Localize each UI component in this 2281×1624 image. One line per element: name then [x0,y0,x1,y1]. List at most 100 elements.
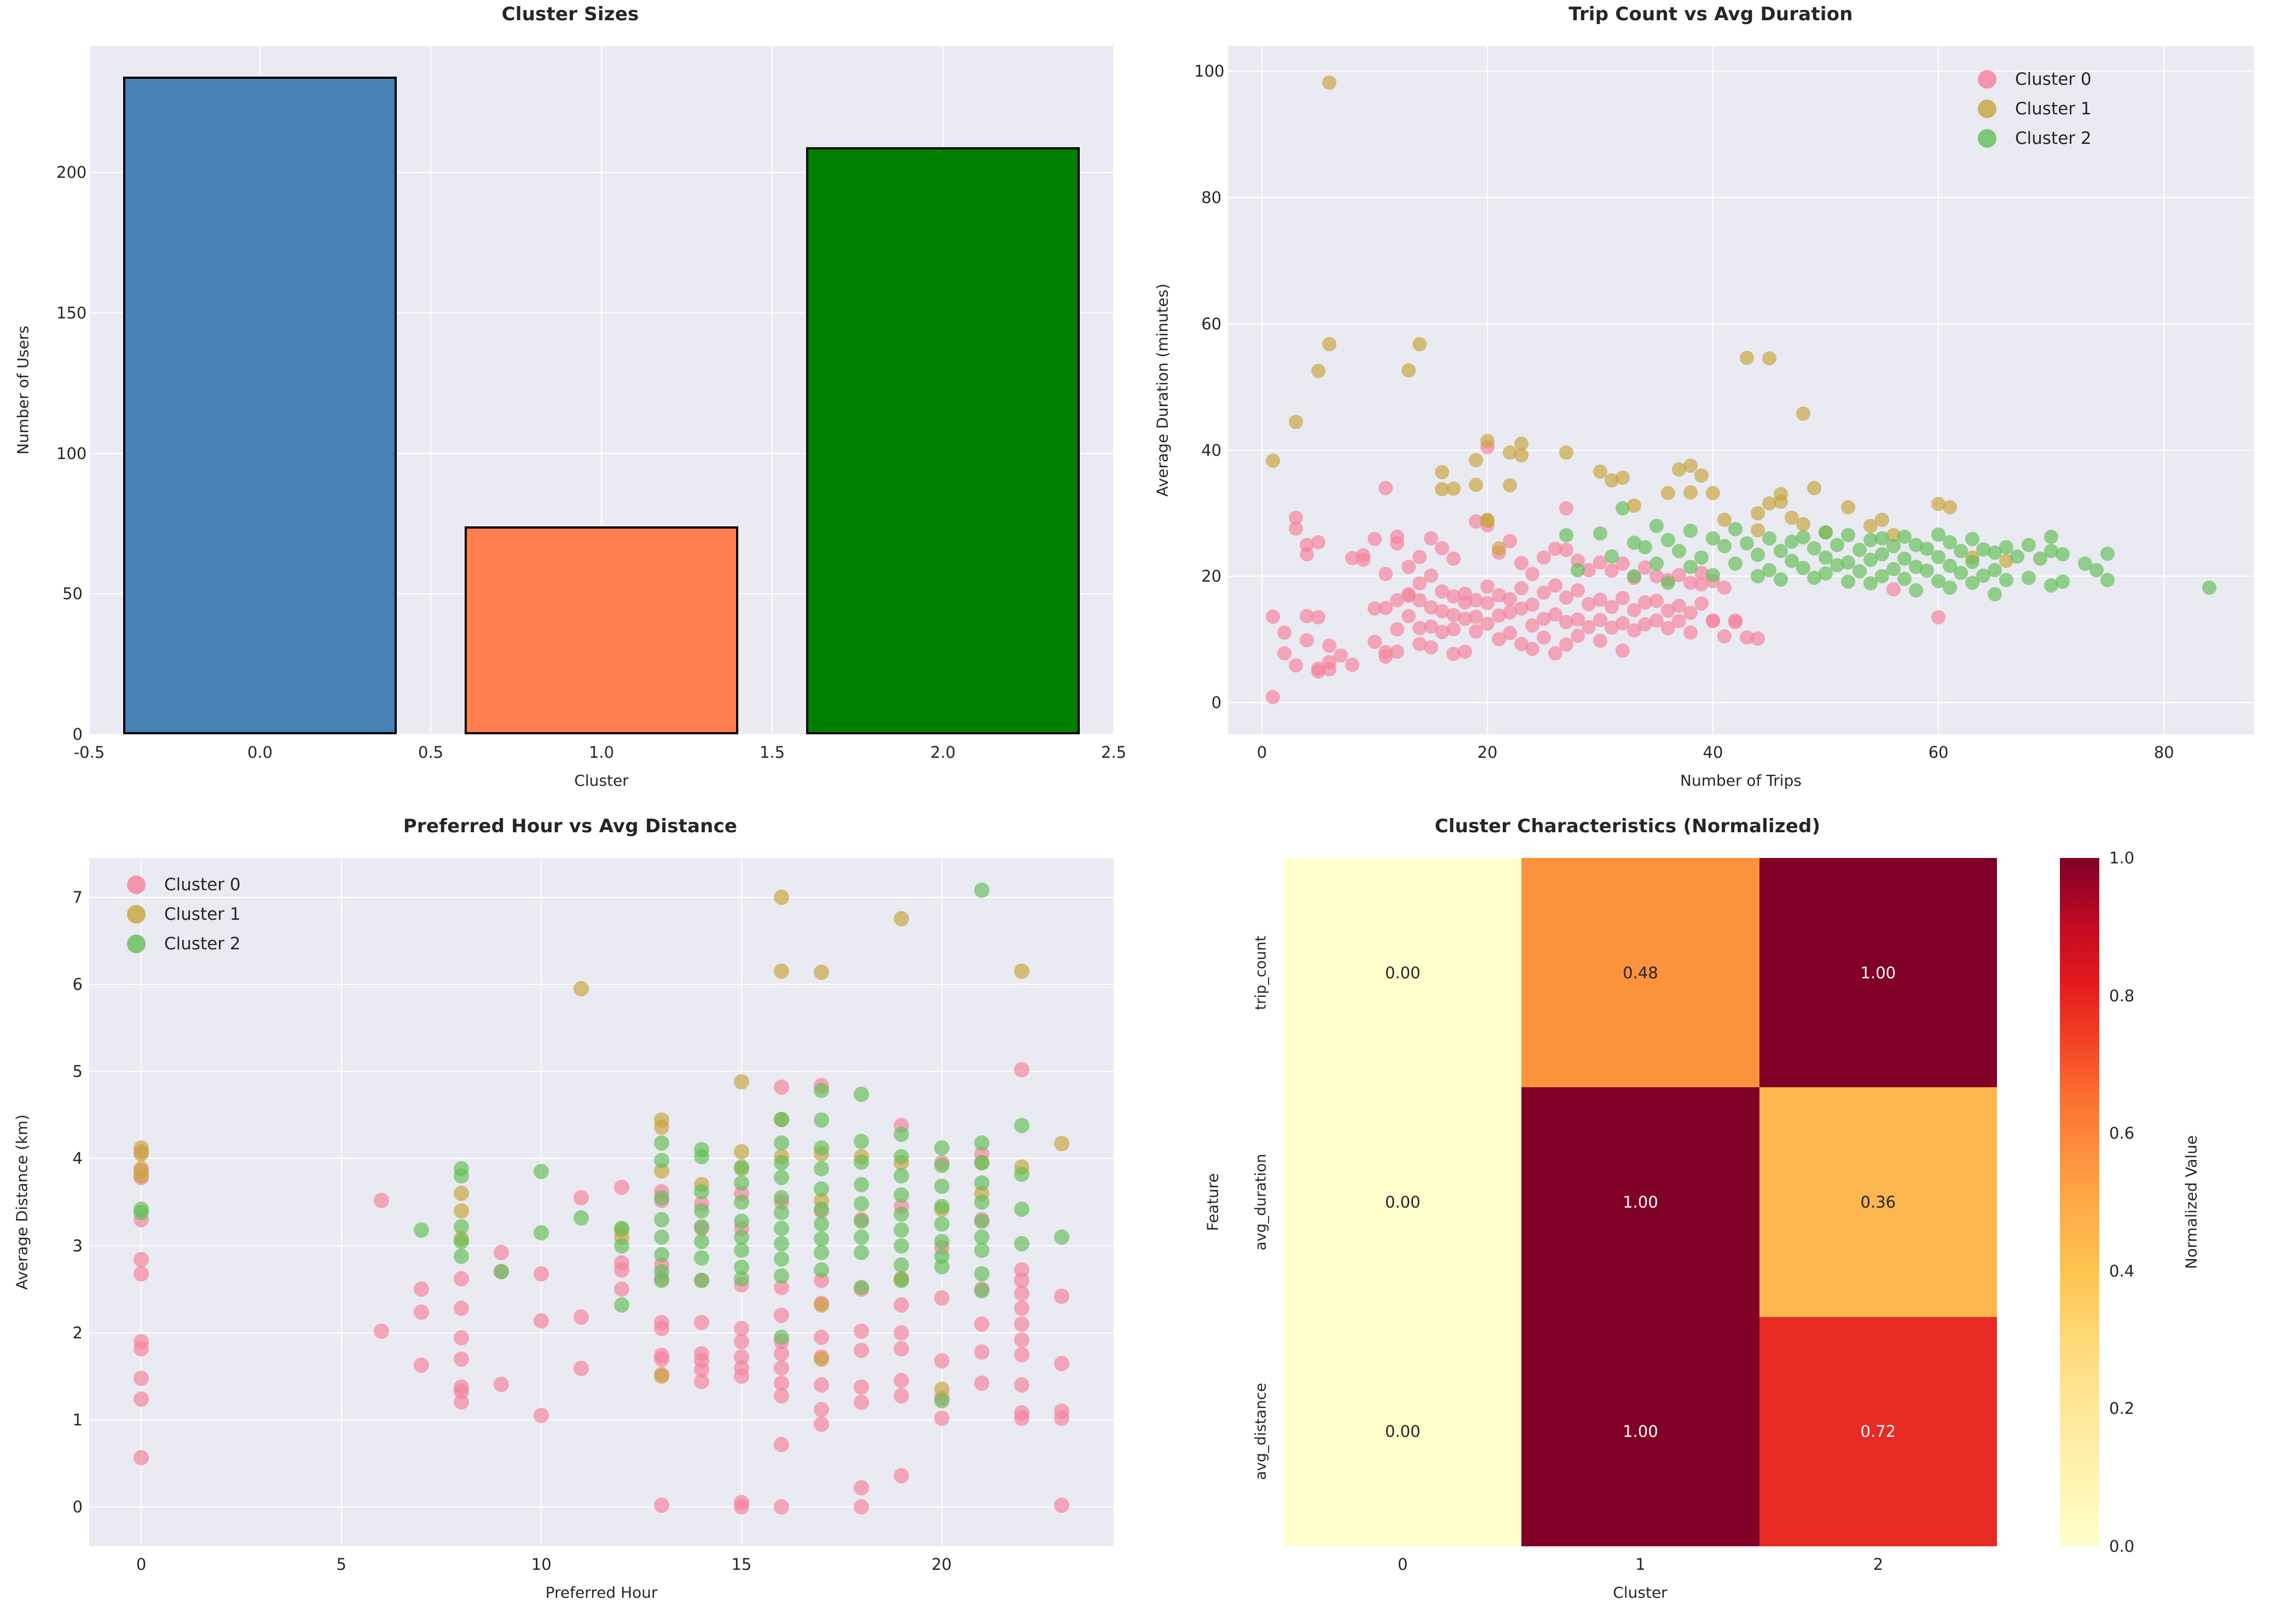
scatter-point [1672,544,1687,559]
scatter-point [1852,564,1867,579]
scatter-point [134,1391,149,1407]
scatter-point [1942,535,1957,550]
heatmap-cell-trip_count-0: 0.00 [1284,858,1522,1088]
scatter-point [454,1233,470,1249]
gridline-horizontal [1228,196,2254,198]
scatter-point [974,882,989,898]
scatter-point [1942,558,1957,573]
scatter-point [774,1190,790,1206]
legend-swatch-cluster-1 [1978,100,1996,118]
scatter-point [1014,1062,1029,1077]
panel-heatmap: Cluster Characteristics (Normalized) 0.0… [1140,812,2281,1624]
scatter-point [1931,549,1946,564]
scatter-point [1988,562,2002,577]
scatter-point [1638,540,1653,555]
heatmap-cell-avg_distance-0: 0.00 [1284,1316,1522,1546]
scatter-point [2100,573,2115,588]
scatter-point [1773,495,1788,509]
scatter-point [1660,576,1675,590]
gridline-horizontal [89,1245,1114,1246]
scatter-point [974,1194,989,1210]
heatmap-cell-avg_distance-2: 0.72 [1759,1316,1997,1546]
scatter-point [974,1316,989,1332]
gridline-horizontal [89,983,1114,985]
scatter-point [1311,535,1325,550]
scatter-point [1762,562,1776,577]
scatter-point [1751,631,1765,646]
scatter-point [1300,547,1315,562]
scatter-point [934,1393,950,1409]
y-tick-label: 2 [72,1323,83,1342]
scatter-point [653,1135,669,1151]
y-tick-label: 4 [72,1149,83,1168]
scatter-point [373,1323,389,1339]
x-axis-label-trip-vs-duration: Number of Trips [1680,772,1802,790]
scatter-point [774,1111,790,1127]
scatter-point [2010,549,2025,564]
scatter-point [1717,581,1732,595]
scatter-point [413,1357,429,1373]
scatter-point [653,1190,669,1206]
y-tick-label: 0 [1211,693,1221,712]
scatter-point [1728,556,1743,571]
scatter-point [1559,528,1574,543]
gridline-horizontal [89,172,1114,173]
scatter-point [1908,583,1923,598]
scatter-point [1999,573,2013,588]
heatmap-row-label-avg_duration: avg_duration [1252,1153,1270,1251]
legend-label-cluster-2: Cluster 2 [2015,129,2092,148]
scatter-point [134,1266,149,1281]
scatter-point [1931,610,1946,625]
gridline-vertical [772,46,773,734]
scatter-point [1830,537,1844,552]
scatter-point [454,1186,470,1202]
x-tick-label: 20 [1477,743,1498,762]
bar-cluster-0 [123,77,397,734]
scatter-point [1965,554,1979,569]
scatter-point [494,1264,510,1280]
scatter-point [653,1320,669,1336]
scatter-point [1379,649,1393,664]
scatter-point [1334,648,1348,663]
x-axis-label-heatmap: Cluster [1613,1584,1668,1602]
scatter-point [1536,630,1551,645]
scatter-point [1841,500,1856,514]
scatter-point [1796,530,1810,544]
scatter-point [774,964,790,979]
scatter-point [974,1376,989,1391]
scatter-point [1053,1410,1069,1426]
heatmap-row-label-avg_distance: avg_distance [1252,1383,1270,1481]
heatmap-cell-avg_duration-0: 0.00 [1284,1087,1522,1317]
scatter-point [653,1498,669,1513]
scatter-point [1514,581,1529,596]
scatter-point [1014,1377,1029,1393]
scatter-point [1014,1347,1029,1362]
scatter-point [1390,622,1405,637]
heatmap-row-label-trip_count: trip_count [1252,935,1270,1010]
scatter-point [1762,351,1776,366]
scatter-point [134,1146,149,1162]
scatter-point [1649,519,1664,533]
legend-item-2: Cluster 2 [1978,124,2092,153]
scatter-point [1435,465,1450,480]
scatter-point [1954,565,1969,580]
gridline-horizontal [1228,702,2254,704]
scatter-point [974,1242,989,1258]
scatter-point [894,1207,910,1222]
gridline-horizontal [89,1419,1114,1421]
scatter-point [1379,480,1393,495]
scatter-point [1480,512,1495,527]
scatter-point [894,1325,910,1341]
colorbar-tick-3: 0.6 [2109,1124,2135,1143]
y-tick-label: 40 [1201,440,1221,460]
scatter-point [534,1164,549,1180]
scatter-point [1014,1236,1029,1252]
scatter-point [1886,561,1901,576]
scatter-point [1053,1229,1069,1245]
gridline-vertical [1938,46,1940,734]
scatter-point [1965,532,1979,547]
x-tick-label: 1.0 [588,743,615,762]
colorbar-tick-0: 0.0 [2109,1537,2135,1556]
scatter-point [733,1175,749,1191]
scatter-point [894,1273,910,1289]
